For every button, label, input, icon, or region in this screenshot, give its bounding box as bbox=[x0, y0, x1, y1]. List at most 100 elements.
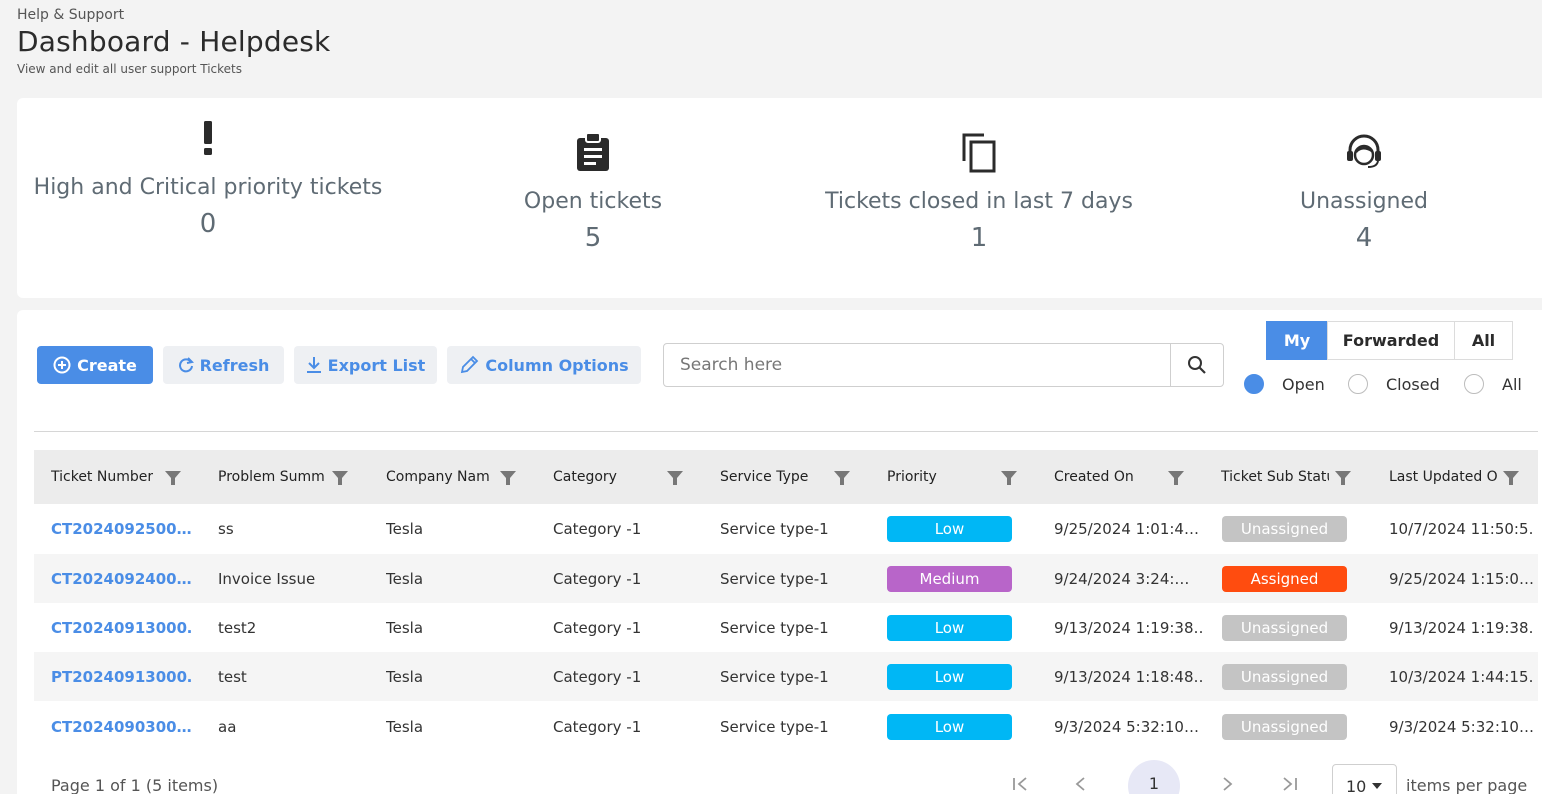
ticket-number-link[interactable]: CT2024090300… bbox=[51, 717, 191, 736]
table-row[interactable]: CT2024090300… aa Tesla Category -1 Servi… bbox=[34, 702, 1538, 751]
created-on-cell: 9/24/2024 3:24:… bbox=[1054, 569, 1190, 588]
radio-all-label: All bbox=[1502, 374, 1522, 394]
refresh-label: Refresh bbox=[199, 355, 270, 375]
search-button[interactable] bbox=[1170, 344, 1223, 386]
category-cell: Category -1 bbox=[553, 519, 642, 538]
breadcrumb[interactable]: Help & Support bbox=[17, 7, 125, 23]
search-input[interactable] bbox=[664, 344, 1171, 386]
service-type-cell: Service type-1 bbox=[720, 618, 829, 637]
tab-forwarded[interactable]: Forwarded bbox=[1327, 321, 1455, 360]
stat-unassigned[interactable]: Unassigned 4 bbox=[1173, 130, 1542, 253]
page-header: Help & Support Dashboard - Helpdesk View… bbox=[17, 7, 330, 76]
tab-all[interactable]: All bbox=[1454, 321, 1513, 360]
pencil-icon bbox=[461, 355, 479, 374]
refresh-button[interactable]: Refresh bbox=[163, 346, 284, 384]
table-row[interactable]: PT20240913000… test Tesla Category -1 Se… bbox=[34, 652, 1538, 701]
stat-open-tickets[interactable]: Open tickets 5 bbox=[402, 130, 784, 253]
radio-closed-label: Closed bbox=[1386, 374, 1440, 394]
ticket-number-link[interactable]: PT20240913000… bbox=[51, 667, 191, 686]
table-row[interactable]: CT20240913000… test2 Tesla Category -1 S… bbox=[34, 603, 1538, 652]
stat-value: 0 bbox=[199, 209, 217, 239]
radio-all[interactable]: All bbox=[1464, 374, 1522, 394]
column-header-problem-summary[interactable]: Problem Summ bbox=[218, 450, 368, 504]
column-header-last-updated-on[interactable]: Last Updated O bbox=[1389, 450, 1538, 504]
service-type-cell: Service type-1 bbox=[720, 519, 829, 538]
clipboard-icon bbox=[402, 130, 784, 174]
radio-closed[interactable]: Closed bbox=[1348, 374, 1440, 394]
column-header-service-type[interactable]: Service Type bbox=[720, 450, 870, 504]
next-page-icon[interactable] bbox=[1222, 776, 1234, 794]
first-page-icon[interactable] bbox=[1012, 776, 1030, 794]
category-cell: Category -1 bbox=[553, 618, 642, 637]
priority-badge: Low bbox=[887, 664, 1012, 690]
priority-badge: Low bbox=[887, 615, 1012, 641]
company-cell: Tesla bbox=[386, 717, 424, 736]
ticket-number-link[interactable]: CT20240913000… bbox=[51, 618, 191, 637]
create-label: Create bbox=[77, 355, 137, 375]
export-list-label: Export List bbox=[327, 355, 426, 375]
status-badge: Unassigned bbox=[1222, 615, 1347, 641]
stat-high-critical[interactable]: High and Critical priority tickets 0 bbox=[17, 116, 399, 239]
category-cell: Category -1 bbox=[553, 569, 642, 588]
filter-icon[interactable] bbox=[667, 471, 683, 489]
tab-my[interactable]: My bbox=[1266, 321, 1328, 360]
column-header-priority[interactable]: Priority bbox=[887, 450, 1037, 504]
column-header-company-name[interactable]: Company Nam bbox=[386, 450, 536, 504]
column-header-category[interactable]: Category bbox=[553, 450, 703, 504]
problem-summary-cell: Invoice Issue bbox=[218, 569, 316, 588]
create-button[interactable]: Create bbox=[37, 346, 153, 384]
headset-icon bbox=[1173, 130, 1542, 174]
stat-closed-7-days[interactable]: Tickets closed in last 7 days 1 bbox=[788, 130, 1170, 253]
category-cell: Category -1 bbox=[553, 717, 642, 736]
page-size-select[interactable]: 10 bbox=[1332, 764, 1397, 794]
priority-badge: Low bbox=[887, 714, 1012, 740]
previous-page-icon[interactable] bbox=[1074, 776, 1086, 794]
copy-icon bbox=[788, 130, 1170, 174]
last-updated-cell: 10/7/2024 11:50:5… bbox=[1389, 519, 1534, 538]
filter-icon[interactable] bbox=[1335, 471, 1351, 489]
stat-label: High and Critical priority tickets bbox=[33, 175, 383, 200]
company-cell: Tesla bbox=[386, 519, 424, 538]
stat-value: 1 bbox=[970, 223, 988, 253]
refresh-icon bbox=[178, 357, 194, 373]
stat-value: 5 bbox=[584, 223, 602, 253]
problem-summary-cell: test bbox=[218, 667, 247, 686]
page-subtitle: View and edit all user support Tickets bbox=[17, 62, 242, 76]
table-row[interactable]: CT2024092500… ss Tesla Category -1 Servi… bbox=[34, 504, 1538, 553]
table-row[interactable]: CT2024092400… Invoice Issue Tesla Catego… bbox=[34, 554, 1538, 603]
filter-icon[interactable] bbox=[1168, 471, 1184, 489]
company-cell: Tesla bbox=[386, 667, 424, 686]
status-badge: Unassigned bbox=[1222, 664, 1347, 690]
ticket-number-link[interactable]: CT2024092400… bbox=[51, 569, 191, 588]
radio-button-selected[interactable] bbox=[1244, 374, 1264, 394]
current-page-button[interactable]: 1 bbox=[1128, 760, 1180, 794]
created-on-cell: 9/3/2024 5:32:10… bbox=[1054, 717, 1199, 736]
export-list-button[interactable]: Export List bbox=[294, 346, 437, 384]
filter-icon[interactable] bbox=[1503, 471, 1519, 489]
column-header-ticket-number[interactable]: Ticket Number bbox=[51, 450, 201, 504]
column-options-button[interactable]: Column Options bbox=[447, 346, 641, 384]
last-page-icon[interactable] bbox=[1280, 776, 1298, 794]
radio-open[interactable]: Open bbox=[1244, 374, 1325, 394]
problem-summary-cell: ss bbox=[218, 519, 234, 538]
filter-icon[interactable] bbox=[332, 471, 348, 489]
filter-icon[interactable] bbox=[500, 471, 516, 489]
radio-button[interactable] bbox=[1348, 374, 1368, 394]
filter-icon[interactable] bbox=[834, 471, 850, 489]
filter-icon[interactable] bbox=[165, 471, 181, 489]
column-header-ticket-sub-status[interactable]: Ticket Sub Statu bbox=[1221, 450, 1371, 504]
last-updated-cell: 10/3/2024 1:44:15… bbox=[1389, 667, 1534, 686]
created-on-cell: 9/25/2024 1:01:4… bbox=[1054, 519, 1199, 538]
radio-button[interactable] bbox=[1464, 374, 1484, 394]
stat-value: 4 bbox=[1355, 223, 1373, 253]
stat-label: Open tickets bbox=[523, 189, 663, 214]
page-title: Dashboard - Helpdesk bbox=[17, 25, 331, 58]
exclamation-icon bbox=[17, 116, 399, 160]
ticket-number-link[interactable]: CT2024092500… bbox=[51, 519, 191, 538]
caret-down-icon bbox=[1372, 783, 1382, 789]
status-badge: Unassigned bbox=[1222, 714, 1347, 740]
filter-icon[interactable] bbox=[1001, 471, 1017, 489]
download-icon bbox=[306, 357, 321, 373]
created-on-cell: 9/13/2024 1:19:38… bbox=[1054, 618, 1204, 637]
column-header-created-on[interactable]: Created On bbox=[1054, 450, 1204, 504]
